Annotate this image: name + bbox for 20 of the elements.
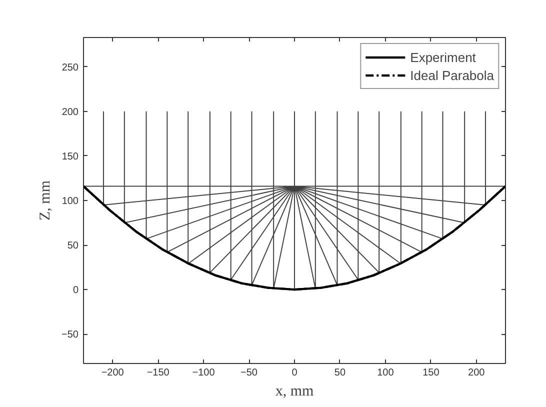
x-tick-label: 150 [422,368,440,378]
y-tick-label: 50 [67,240,79,252]
x-tick-label: 100 [377,368,394,378]
legend-label: Experiment [410,48,476,66]
legend-label: Ideal Parabola [410,66,494,84]
y-tick-label: 100 [62,196,79,207]
y-tick-label: 150 [62,151,79,162]
x-tick-label: 50 [334,368,346,378]
y-axis-title: Z, mm [38,180,54,220]
y-tick-label: 250 [62,62,79,74]
y-tick-label: −50 [62,330,79,341]
y-tick-label: 200 [62,106,79,118]
x-tick-label: −100 [192,368,216,378]
x-tick-label: 0 [292,368,298,378]
x-tick-label: 200 [468,368,486,378]
x-tick-label: −150 [146,368,170,378]
x-axis-title: x, mm [275,384,314,400]
x-tick-label: −200 [101,368,124,378]
y-tick-label: 0 [72,285,79,296]
x-tick-label: −50 [240,368,258,378]
